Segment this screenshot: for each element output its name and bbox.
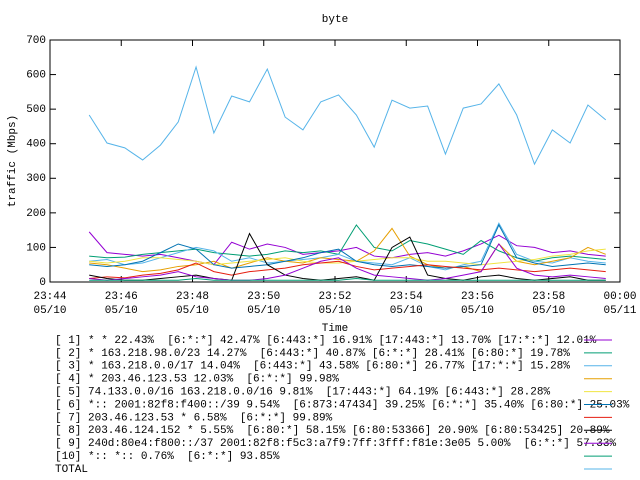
legend-label: [ 1] * * 22.43% [6:*:*] 42.47% [6:443:*]…	[55, 335, 597, 347]
legend-label: [ 5] 74.133.0.0/16 163.218.0.0/16 9.81% …	[55, 387, 550, 399]
y-tick-label: 300	[26, 173, 46, 185]
legend-label: [ 4] * 203.46.123.53 12.03% [6:*:*] 99.9…	[55, 374, 339, 386]
x-tick-label: 00:00 05/11	[603, 291, 636, 317]
legend-label: [ 6] *:: 2001:82f8:f400::/39 9.54% [6:87…	[55, 399, 630, 411]
series-line	[89, 223, 606, 269]
series-line	[88, 231, 606, 266]
plot-border	[49, 39, 621, 283]
y-tick-label: 700	[26, 35, 46, 47]
legend-label: [ 9] 240d:80e4:f800::/37 2001:82f8:f5c3:…	[55, 438, 616, 450]
x-tick-label: 23:44 05/10	[33, 291, 66, 317]
legend-label: [ 3] * 163.218.0.0/17 14.04% [6:443:*] 4…	[55, 361, 570, 373]
y-tick-label: 200	[26, 208, 46, 220]
legend-label: [10] *:: *:: 0.76% [6:*:*] 93.85%	[55, 451, 280, 463]
x-tick-label: 23:46 05/10	[105, 291, 138, 317]
y-tick-label: 500	[26, 104, 46, 116]
y-axis-label: traffic (Mbps)	[7, 115, 19, 207]
legend-label: [ 2] * 163.218.98.0/23 14.27% [6:443:*] …	[55, 348, 570, 360]
legend-label: [ 7] 203.46.123.53 * 6.58% [6:*:*] 99.89…	[55, 412, 333, 424]
x-tick-label: 23:58 05/10	[532, 291, 565, 317]
x-tick-label: 23:48 05/10	[176, 291, 209, 317]
y-tick-label: 0	[39, 277, 46, 289]
y-tick-label: 400	[26, 139, 46, 151]
x-tick-label: 23:54 05/10	[390, 291, 423, 317]
x-axis-label: Time	[322, 323, 348, 335]
series-line	[89, 232, 606, 281]
series-line	[89, 243, 606, 281]
legend-label: TOTAL	[55, 464, 88, 476]
y-tick-label: 600	[26, 69, 46, 81]
y-tick-label: 100	[26, 242, 46, 254]
series-line	[89, 248, 606, 266]
series-line	[89, 227, 606, 273]
x-tick-label: 23:56 05/10	[461, 291, 494, 317]
x-tick-label: 23:50 05/10	[247, 291, 280, 317]
series-line	[89, 260, 606, 280]
x-tick-label: 23:52 05/10	[318, 291, 351, 317]
chart-title: byte	[322, 14, 348, 26]
series-line	[88, 65, 607, 166]
series-line	[89, 222, 606, 271]
series-line	[89, 278, 606, 281]
legend-label: [ 8] 203.46.124.152 * 5.55% [6:80:*] 58.…	[55, 425, 610, 437]
